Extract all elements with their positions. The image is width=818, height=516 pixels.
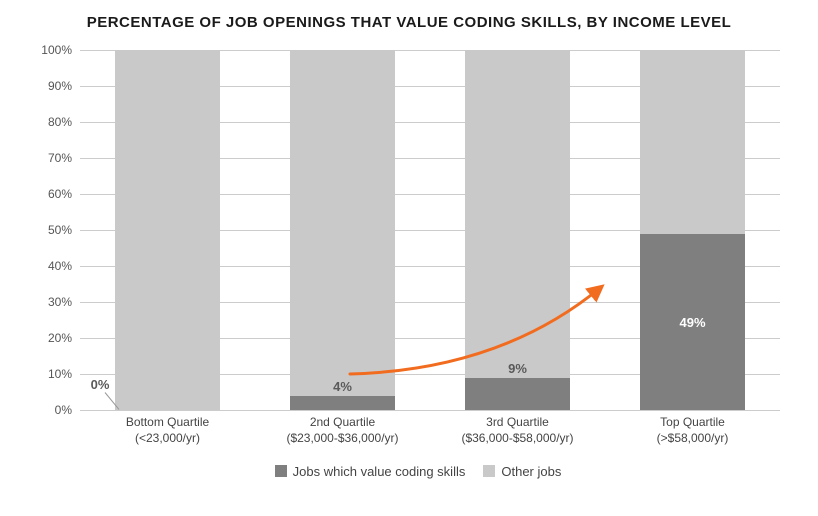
category-name: Bottom Quartile [126,415,209,429]
y-tick-label: 0% [55,403,72,417]
y-tick-label: 40% [48,259,72,273]
x-tick-label: Bottom Quartile (<23,000/yr) [80,414,255,446]
chart-container: PERCENTAGE OF JOB OPENINGS THAT VALUE CO… [0,0,818,516]
bar-segment-other [290,50,395,396]
x-tick-label: 3rd Quartile ($36,000-$58,000/yr) [430,414,605,446]
legend-swatch [483,465,495,477]
bar-value-label: 4% [290,379,395,394]
legend-label: Jobs which value coding skills [293,464,466,479]
legend: Jobs which value coding skills Other jobs [0,464,818,479]
gridline [80,410,780,411]
category-name: 3rd Quartile [486,415,549,429]
bar-column [290,50,395,410]
y-tick-label: 50% [48,223,72,237]
y-tick-label: 70% [48,151,72,165]
chart-title: PERCENTAGE OF JOB OPENINGS THAT VALUE CO… [0,14,818,31]
category-sub: ($36,000-$58,000/yr) [461,431,573,445]
y-tick-label: 10% [48,367,72,381]
bar-column [640,50,745,410]
bar-segment-coding [290,396,395,410]
y-tick-label: 100% [41,43,72,57]
y-tick-label: 30% [48,295,72,309]
category-sub: (<23,000/yr) [135,431,200,445]
bar-segment-other [465,50,570,378]
y-tick-label: 20% [48,331,72,345]
x-axis-labels: Bottom Quartile (<23,000/yr) 2nd Quartile (… [80,414,780,464]
bar-value-label: 49% [640,315,745,330]
bar-segment-other [115,50,220,410]
bar-segment-other [640,50,745,234]
y-tick-label: 90% [48,79,72,93]
bar-value-label: 9% [465,361,570,376]
bar-column [465,50,570,410]
bar-segment-coding [465,378,570,410]
legend-swatch [275,465,287,477]
category-sub: ($23,000-$36,000/yr) [286,431,398,445]
plot-area: 0%10%20%30%40%50%60%70%80%90%100%0%4%9%4… [80,50,780,410]
legend-label: Other jobs [501,464,561,479]
y-tick-label: 80% [48,115,72,129]
bar-value-label: 0% [85,377,115,392]
category-name: Top Quartile [660,415,725,429]
y-tick-label: 60% [48,187,72,201]
category-sub: (>$58,000/yr) [657,431,729,445]
x-tick-label: Top Quartile (>$58,000/yr) [605,414,780,446]
bar-column [115,50,220,410]
category-name: 2nd Quartile [310,415,375,429]
x-tick-label: 2nd Quartile ($23,000-$36,000/yr) [255,414,430,446]
